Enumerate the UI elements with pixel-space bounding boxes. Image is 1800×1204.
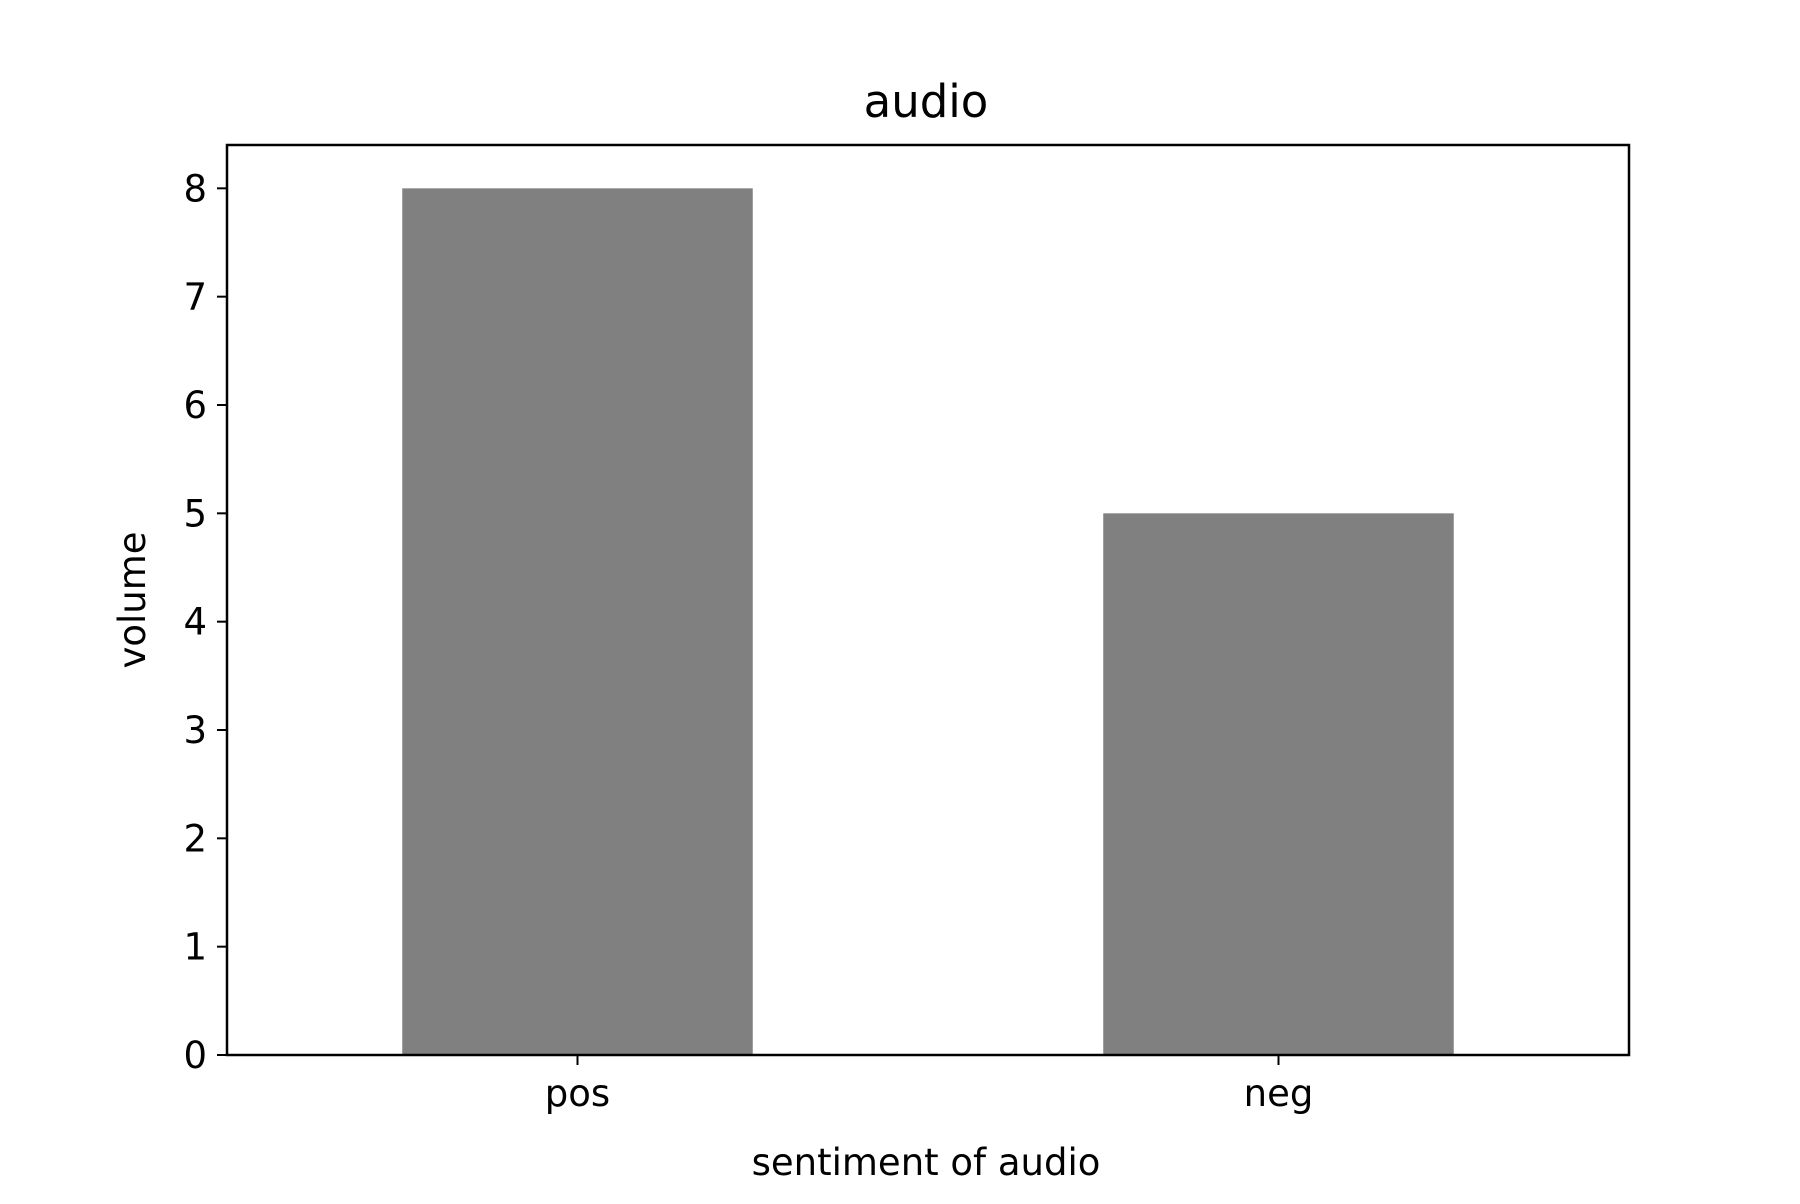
y-tick-label: 3 [183,709,207,752]
x-axis-label: sentiment of audio [752,1141,1101,1184]
bar-pos [402,188,753,1056]
y-tick-label: 5 [183,492,207,535]
y-tick-label: 1 [183,926,207,969]
y-axis-label: volume [111,531,154,668]
y-tick-label: 0 [183,1034,207,1077]
y-tick-label: 8 [183,167,207,210]
x-tick-label: neg [1244,1072,1314,1115]
y-axis-ticks: 0 1 2 3 4 5 6 7 8 [183,167,227,1077]
y-tick-label: 7 [183,276,207,319]
bar-neg [1103,513,1454,1055]
chart-title: audio [864,75,989,128]
y-tick-label: 2 [183,817,207,860]
x-axis-ticks: pos neg [545,1055,1314,1115]
plot-frame [225,143,1631,1057]
x-tick-label: pos [545,1072,610,1115]
y-tick-label: 6 [183,384,207,427]
bars-layer [402,188,1454,1056]
y-tick-label: 4 [183,601,207,644]
